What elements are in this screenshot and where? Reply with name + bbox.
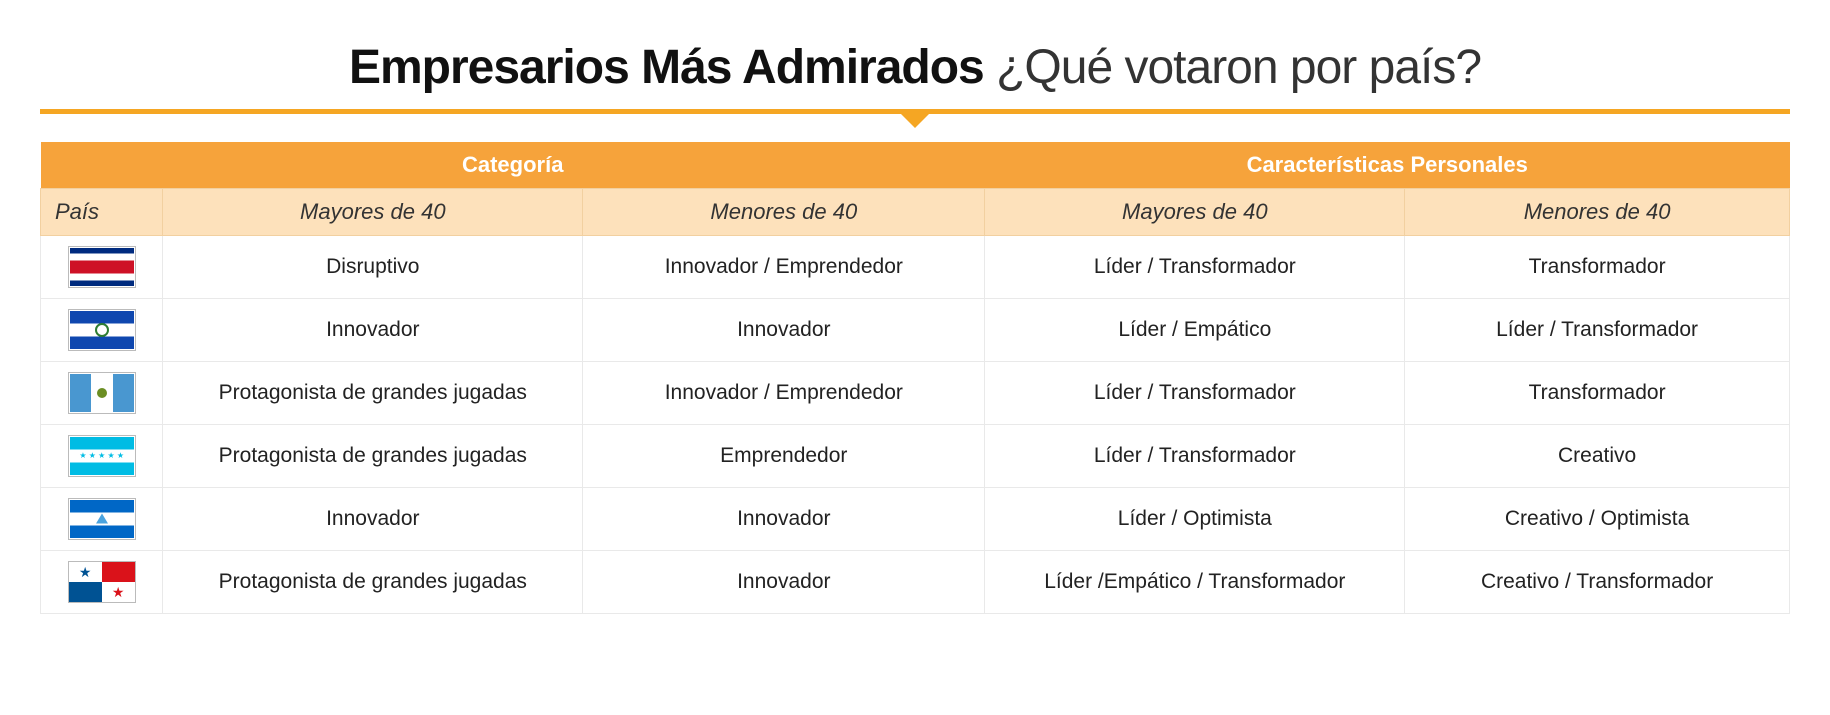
flag-cell	[41, 299, 163, 362]
flag-cell	[41, 488, 163, 551]
cell-char-under40: Transformador	[1405, 362, 1790, 425]
flag-el-salvador-icon	[68, 309, 136, 351]
cell-cat-under40: Innovador / Emprendedor	[583, 362, 985, 425]
cell-cat-over40: Protagonista de grandes jugadas	[163, 362, 583, 425]
cell-char-over40: Líder / Transformador	[985, 362, 1405, 425]
table-row: Protagonista de grandes jugadas Innovado…	[41, 362, 1790, 425]
cell-char-under40: Líder / Transformador	[1405, 299, 1790, 362]
title-bold: Empresarios Más Admirados	[349, 41, 984, 94]
col-header-char-under40: Menores de 40	[1405, 189, 1790, 236]
cell-char-under40: Creativo / Transformador	[1405, 551, 1790, 614]
table-row: ★ ★ ★ ★ ★ Protagonista de grandes jugada…	[41, 425, 1790, 488]
group-header-categoria: Categoría	[41, 142, 985, 189]
cell-cat-under40: Emprendedor	[583, 425, 985, 488]
cell-cat-over40: Innovador	[163, 299, 583, 362]
cell-char-over40: Líder / Optimista	[985, 488, 1405, 551]
cell-char-under40: Creativo	[1405, 425, 1790, 488]
cell-cat-under40: Innovador / Emprendedor	[583, 236, 985, 299]
flag-costa-rica-icon	[68, 246, 136, 288]
table-row: Innovador Innovador Líder / Empático Líd…	[41, 299, 1790, 362]
flag-cell: ★★	[41, 551, 163, 614]
accent-rule-notch	[901, 114, 929, 128]
table-row: ★★ Protagonista de grandes jugadas Innov…	[41, 551, 1790, 614]
table-row: Disruptivo Innovador / Emprendedor Líder…	[41, 236, 1790, 299]
page-title: Empresarios Más Admirados ¿Qué votaron p…	[40, 40, 1790, 95]
cell-cat-over40: Innovador	[163, 488, 583, 551]
table-body: Disruptivo Innovador / Emprendedor Líder…	[41, 236, 1790, 614]
cell-cat-under40: Innovador	[583, 551, 985, 614]
flag-panama-icon: ★★	[68, 561, 136, 603]
flag-cell	[41, 236, 163, 299]
col-header-cat-under40: Menores de 40	[583, 189, 985, 236]
table-row: Innovador Innovador Líder / Optimista Cr…	[41, 488, 1790, 551]
col-header-char-over40: Mayores de 40	[985, 189, 1405, 236]
cell-char-under40: Transformador	[1405, 236, 1790, 299]
flag-cell: ★ ★ ★ ★ ★	[41, 425, 163, 488]
cell-cat-over40: Protagonista de grandes jugadas	[163, 425, 583, 488]
col-header-cat-over40: Mayores de 40	[163, 189, 583, 236]
cell-cat-under40: Innovador	[583, 299, 985, 362]
cell-cat-over40: Disruptivo	[163, 236, 583, 299]
flag-guatemala-icon	[68, 372, 136, 414]
cell-char-under40: Creativo / Optimista	[1405, 488, 1790, 551]
cell-char-over40: Líder / Empático	[985, 299, 1405, 362]
title-light: ¿Qué votaron por país?	[984, 41, 1481, 94]
group-header-caracteristicas: Características Personales	[985, 142, 1790, 189]
flag-honduras-icon: ★ ★ ★ ★ ★	[68, 435, 136, 477]
accent-rule	[40, 109, 1790, 114]
flag-honduras-stars-icon: ★ ★ ★ ★ ★	[69, 449, 135, 462]
results-table: Categoría Características Personales Paí…	[40, 142, 1790, 614]
cell-cat-under40: Innovador	[583, 488, 985, 551]
table-column-header-row: País Mayores de 40 Menores de 40 Mayores…	[41, 189, 1790, 236]
cell-cat-over40: Protagonista de grandes jugadas	[163, 551, 583, 614]
cell-char-over40: Líder /Empático / Transformador	[985, 551, 1405, 614]
flag-cell	[41, 362, 163, 425]
col-header-country: País	[41, 189, 163, 236]
table-group-header-row: Categoría Características Personales	[41, 142, 1790, 189]
flag-nicaragua-icon	[68, 498, 136, 540]
cell-char-over40: Líder / Transformador	[985, 425, 1405, 488]
cell-char-over40: Líder / Transformador	[985, 236, 1405, 299]
